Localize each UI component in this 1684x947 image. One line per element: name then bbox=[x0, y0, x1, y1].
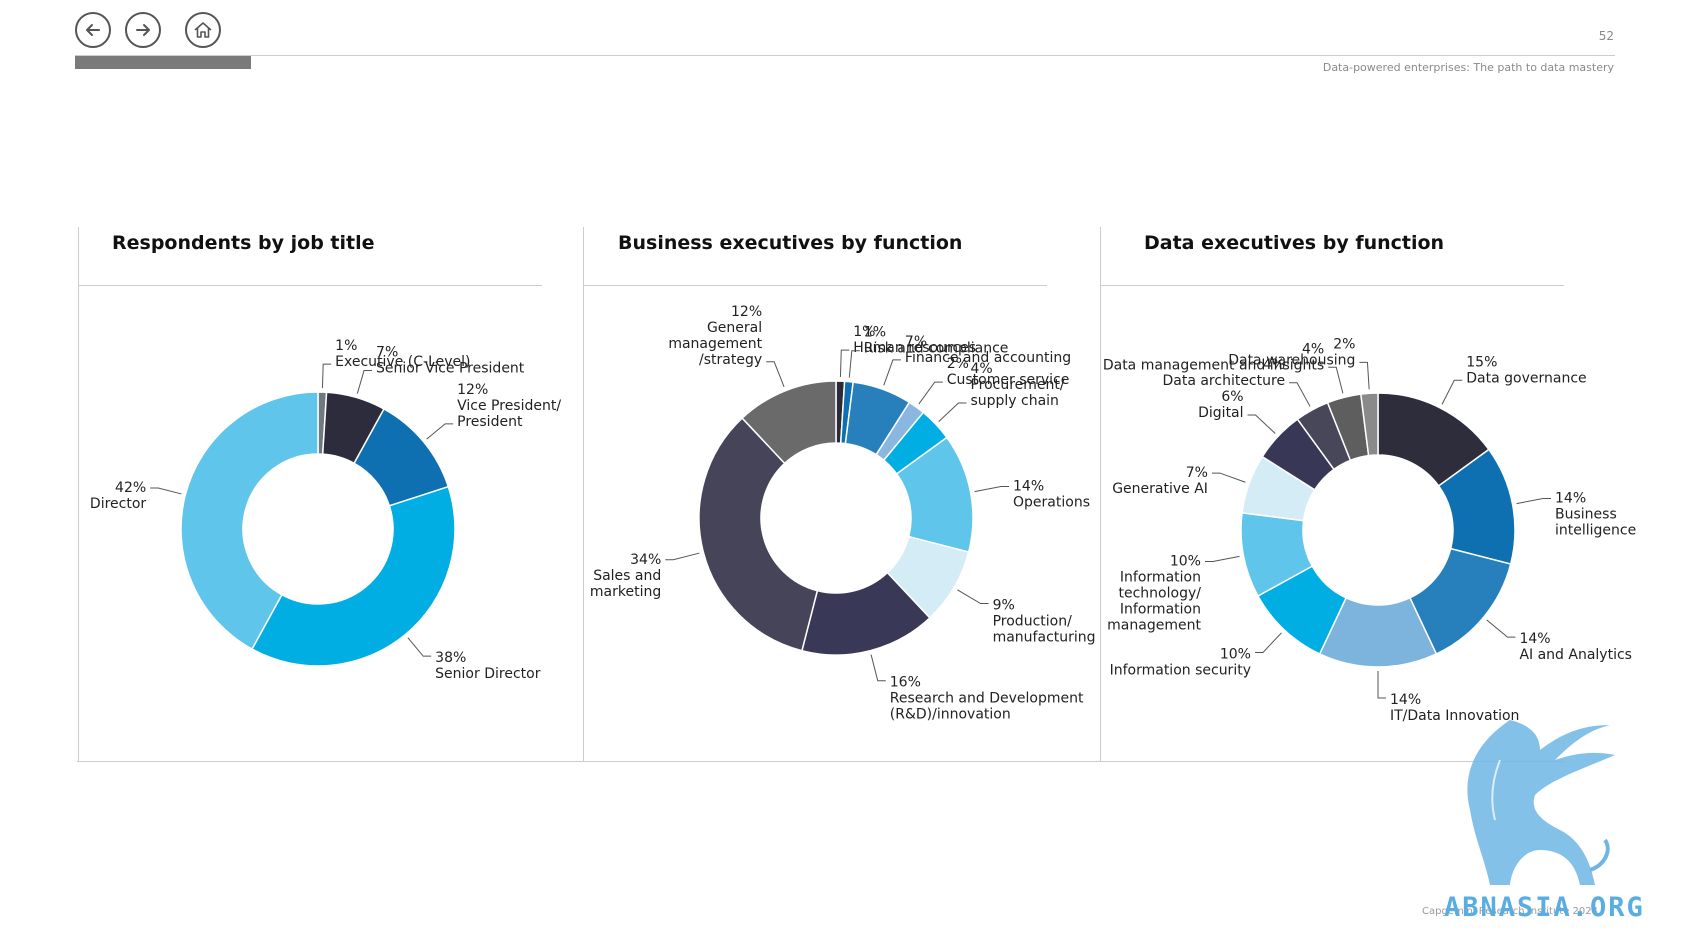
chart-title-job-title: Respondents by job title bbox=[112, 232, 375, 254]
slice-label: 6% Digital bbox=[1198, 389, 1243, 421]
slice-label: 7% Senior Vice President bbox=[376, 345, 525, 377]
griffin-logo-icon bbox=[1467, 720, 1615, 885]
leader-line bbox=[356, 370, 373, 394]
progress-bar bbox=[75, 56, 251, 69]
slice-label: 34% Sales and marketing bbox=[590, 552, 661, 600]
panel-title-rule bbox=[78, 285, 542, 286]
leader-line bbox=[1328, 366, 1344, 394]
leader-line bbox=[883, 359, 901, 386]
leader-line bbox=[1247, 414, 1276, 434]
forward-button[interactable] bbox=[125, 12, 161, 48]
slice-label: 1% Executive (C-Level) bbox=[335, 338, 470, 370]
leader-line bbox=[665, 552, 700, 561]
leader-line bbox=[1211, 472, 1246, 483]
leader-line bbox=[1289, 382, 1311, 407]
leader-line bbox=[1204, 555, 1240, 562]
slice-label: 42% Director bbox=[90, 480, 146, 512]
slice-label: 14% Operations bbox=[1013, 479, 1090, 511]
donut-slice bbox=[250, 485, 456, 667]
leader-line bbox=[407, 637, 432, 657]
slice-label: 16% Research and Development (R&D)/innovat… bbox=[890, 675, 1084, 723]
arrow-left-icon bbox=[86, 24, 100, 36]
chart-title-data-function: Data executives by function bbox=[1144, 232, 1445, 254]
page-number: 52 bbox=[1598, 29, 1614, 43]
header-rule bbox=[75, 55, 1615, 56]
leader-line bbox=[918, 381, 943, 405]
panel-divider bbox=[78, 227, 79, 762]
document-subtitle: Data-powered enterprises: The path to da… bbox=[1322, 61, 1614, 74]
panels-bottom-rule bbox=[77, 761, 1564, 762]
arrow-right-icon bbox=[136, 24, 150, 36]
leader-line bbox=[426, 423, 454, 440]
slice-label: 1% Human resources bbox=[853, 324, 976, 356]
slice-label: 14% AI and Analytics bbox=[1519, 631, 1632, 663]
slice-label: 10% Information technology/Information mana… bbox=[1107, 553, 1201, 633]
leader-line bbox=[848, 350, 860, 378]
leader-line bbox=[321, 363, 332, 389]
home-icon bbox=[194, 22, 212, 38]
slice-label: 9% Production/manufacturing bbox=[993, 598, 1096, 646]
leader-line bbox=[974, 486, 1010, 493]
back-button[interactable] bbox=[75, 12, 111, 48]
panel-title-rule bbox=[583, 285, 1047, 286]
slice-label: 4% Procurement/supply chain bbox=[970, 361, 1064, 409]
slice-label: 12% Vice President/President bbox=[457, 382, 561, 430]
panel-divider bbox=[583, 227, 584, 762]
leader-line bbox=[1486, 619, 1516, 638]
leader-line bbox=[150, 487, 182, 495]
panel-divider bbox=[1100, 227, 1101, 762]
leader-line bbox=[1254, 632, 1282, 653]
slice-label: 2% Data warehousing bbox=[1228, 336, 1355, 368]
slice-label: 12% General management/strategy bbox=[668, 304, 762, 368]
leader-line bbox=[870, 654, 886, 682]
leader-line bbox=[839, 349, 850, 378]
chart-title-business-function: Business executives by function bbox=[618, 232, 963, 254]
home-button[interactable] bbox=[185, 12, 221, 48]
donut-slice bbox=[1359, 392, 1379, 457]
panel-title-rule bbox=[1100, 285, 1564, 286]
leader-line bbox=[938, 402, 967, 422]
leader-line bbox=[1441, 379, 1463, 405]
leader-line bbox=[766, 361, 785, 388]
slice-label: 4% Data architecture bbox=[1162, 357, 1285, 389]
slice-label: 2% Customer service bbox=[947, 356, 1070, 388]
slice-label: 15% Data governance bbox=[1466, 354, 1586, 386]
footer-copyright: Capgemini Research Institute 2024 bbox=[1422, 906, 1598, 917]
slice-label: 4% Data management and insights bbox=[1103, 341, 1324, 373]
leader-line bbox=[1516, 498, 1552, 505]
donut-slice bbox=[741, 380, 837, 465]
donut-slice bbox=[180, 391, 319, 651]
donut-chart-3: 15% Data governance 14% Business intelligenc… bbox=[1103, 336, 1636, 724]
slice-label: 7% Generative AI bbox=[1112, 465, 1208, 497]
donut-slice bbox=[698, 417, 819, 652]
leader-line bbox=[1359, 361, 1370, 390]
watermark-text: ABNASIA.ORG bbox=[1444, 892, 1645, 923]
slice-label: 7% Finance and accounting bbox=[905, 334, 1071, 366]
slice-label: 14% Business intelligence bbox=[1555, 491, 1636, 539]
slice-label: 14% IT/Data Innovation bbox=[1390, 692, 1519, 724]
slice-label: 10% Information security bbox=[1110, 646, 1251, 678]
leader-line bbox=[1377, 671, 1386, 699]
slice-label: 1% Risk and compliance bbox=[864, 325, 1009, 357]
slice-label: 38% Senior Director bbox=[435, 650, 541, 682]
donut-chart-1: 1% Executive (C-Level)7% Senior Vice Presi… bbox=[90, 338, 561, 682]
leader-line bbox=[957, 589, 989, 605]
